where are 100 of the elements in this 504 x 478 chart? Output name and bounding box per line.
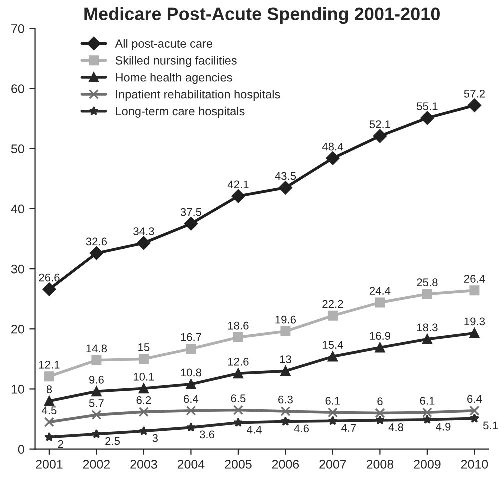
data-label: 4.7	[342, 424, 356, 432]
point	[44, 432, 54, 442]
point	[233, 368, 244, 379]
data-label: 25.8	[417, 278, 438, 287]
y-tick-label: 10	[12, 385, 24, 394]
point	[328, 416, 338, 426]
point	[375, 408, 386, 418]
x-tick-label: 2007	[320, 460, 346, 469]
legend-label: All post-acute care	[115, 39, 212, 50]
chart-title: Medicare Post-Acute Spending 2001-2010	[84, 7, 440, 24]
data-label: 19.6	[276, 316, 296, 324]
point	[42, 282, 56, 296]
point	[92, 429, 102, 439]
point	[186, 379, 196, 390]
data-label: 6.2	[136, 396, 152, 404]
data-label: 12.6	[228, 358, 249, 366]
point	[470, 286, 480, 296]
point	[328, 352, 338, 362]
data-label: 2	[58, 440, 64, 448]
data-label: 2.5	[106, 437, 120, 446]
point	[44, 417, 54, 428]
y-tick-label: 50	[11, 144, 24, 154]
x-tick-label: 2005	[225, 460, 252, 469]
point	[470, 328, 480, 338]
data-label: 4.4	[247, 426, 262, 434]
data-label: 4.9	[436, 422, 451, 431]
point	[186, 344, 196, 354]
data-label: 3.6	[200, 430, 214, 439]
x-tick-label: 2001	[36, 460, 63, 469]
data-label: 15	[138, 344, 150, 352]
data-label: 26.4	[464, 275, 486, 283]
point	[232, 190, 246, 204]
point	[422, 408, 432, 418]
point	[328, 310, 338, 321]
point	[280, 406, 291, 416]
point	[468, 98, 482, 112]
point	[233, 405, 244, 416]
x-tick-label: 2002	[83, 460, 110, 469]
data-label: 16.7	[181, 333, 202, 342]
data-label: 18.6	[228, 322, 249, 330]
point	[90, 246, 104, 260]
data-label: 9.6	[90, 376, 104, 384]
data-label: 52.1	[370, 120, 390, 128]
point	[470, 406, 480, 416]
point	[375, 415, 386, 425]
data-label: 43.5	[275, 172, 296, 180]
x-tick-label: 2009	[414, 460, 441, 469]
point	[375, 298, 386, 308]
point	[233, 332, 244, 343]
point	[186, 406, 196, 416]
point	[186, 422, 196, 432]
y-tick-label: 20	[12, 324, 24, 334]
point	[92, 355, 102, 366]
data-label: 6.1	[326, 397, 340, 405]
y-tick-label: 70	[12, 24, 24, 34]
data-label: 3	[152, 434, 158, 442]
y-tick-label: 40	[11, 204, 24, 214]
data-label: 4.5	[42, 406, 57, 415]
data-label: 32.6	[86, 238, 108, 246]
data-label: 16.9	[370, 332, 390, 340]
point	[92, 410, 102, 420]
x-tick-label: 2003	[130, 460, 158, 469]
legend-label: Inpatient rehabilitation hospitals	[116, 90, 280, 102]
data-label: 5.7	[89, 400, 104, 408]
point	[44, 396, 54, 406]
data-label: 6.4	[468, 395, 482, 404]
data-label: 15.4	[322, 341, 344, 350]
data-label: 37.5	[180, 208, 202, 216]
data-label: 10.8	[181, 368, 202, 377]
point	[278, 181, 292, 195]
point	[422, 289, 432, 300]
data-label: 10.1	[134, 373, 154, 381]
point	[280, 326, 291, 337]
data-label: 4.6	[294, 424, 309, 433]
data-label: 42.1	[228, 180, 249, 188]
legend-label: Home health agencies	[116, 73, 232, 84]
point	[139, 426, 149, 436]
point	[470, 414, 480, 423]
point	[138, 384, 149, 394]
data-label: 6	[378, 398, 383, 406]
legend-label: Skilled nursing facilities	[116, 56, 237, 68]
data-label: 4.8	[388, 424, 404, 432]
data-label: 34.3	[134, 228, 154, 236]
data-label: 6.3	[278, 396, 293, 404]
point	[234, 418, 244, 428]
point	[280, 366, 291, 376]
y-tick-label: 0	[18, 445, 24, 454]
data-label: 18.3	[417, 324, 438, 332]
data-label: 6.4	[184, 395, 199, 404]
point	[137, 236, 151, 250]
x-tick-label: 2008	[366, 460, 394, 469]
point	[44, 372, 54, 382]
y-tick-label: 60	[12, 84, 24, 94]
data-label: 13	[280, 356, 292, 364]
data-label: 55.1	[417, 102, 438, 110]
data-label: 6.5	[231, 394, 246, 403]
point	[420, 111, 434, 125]
data-label: 12.1	[39, 360, 60, 369]
point	[328, 408, 338, 418]
point	[280, 416, 291, 426]
